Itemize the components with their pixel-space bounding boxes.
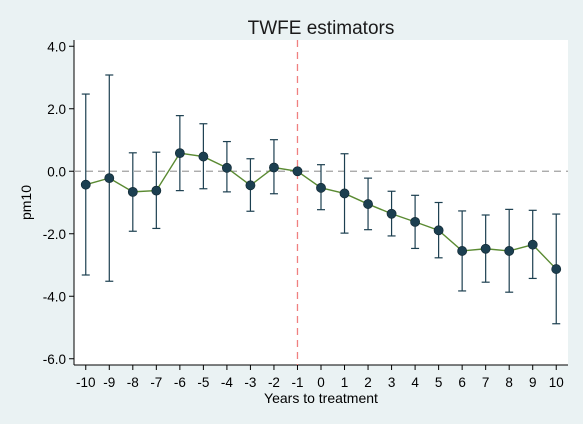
data-point [316,182,326,193]
axes: 4.02.00.0-2.0-4.0-6.0-10 -9 -8 -7 -6 -5 -4 -3 -2… [43,39,568,390]
data-point [410,216,420,227]
x-tick-label: -1 [291,375,303,390]
data-point [457,246,468,256]
chart-title: TWFE estimators [248,18,395,39]
data-point [174,148,185,159]
y-tick-label: -6.0 [43,352,66,367]
data-point [269,162,279,173]
y-tick-label: -2.0 [43,227,66,242]
x-tick-label: 0 [317,375,325,390]
x-tick-label: 2 [364,375,372,390]
x-tick-label: -2 [268,375,280,390]
data-point [551,264,562,274]
data-point [80,179,91,190]
data-point [151,185,162,196]
data-point [127,186,138,197]
data-point [104,173,115,184]
x-tick-label: -8 [127,375,139,390]
x-tick-label: 6 [458,375,466,390]
point-markers [80,148,562,274]
x-tick-label: -3 [244,375,256,390]
x-tick-label: 1 [341,375,349,390]
y-tick-label: 0.0 [47,164,66,179]
x-tick-label: -5 [197,375,209,390]
data-point [198,151,209,162]
data-point [292,166,303,177]
error-bars [81,74,561,325]
y-tick-label: -4.0 [43,289,66,304]
x-tick-label: -10 [76,375,96,390]
y-tick-label: 2.0 [47,102,66,117]
x-tick-label: 5 [435,375,443,390]
x-tick-label: -9 [103,375,115,390]
x-axis-title: Years to treatment [264,390,378,406]
x-tick-label: 4 [411,375,419,390]
data-point [480,243,491,254]
y-tick-label: 4.0 [47,39,66,54]
x-tick-label: 9 [529,375,537,390]
data-point [527,239,538,250]
data-point [245,180,256,191]
x-tick-label: -7 [150,375,162,390]
data-point [504,246,515,256]
x-tick-label: 8 [505,375,513,390]
data-point [386,208,397,219]
x-tick-label: -4 [221,375,233,390]
data-point [363,199,373,209]
x-tick-label: 10 [549,375,564,390]
x-tick-label: 7 [482,375,490,390]
x-tick-label: -6 [174,375,186,390]
data-point [222,162,232,173]
x-tick-label: 3 [388,375,396,390]
data-point [433,225,444,236]
data-point [339,188,350,199]
y-axis-title: pm10 [18,185,34,220]
